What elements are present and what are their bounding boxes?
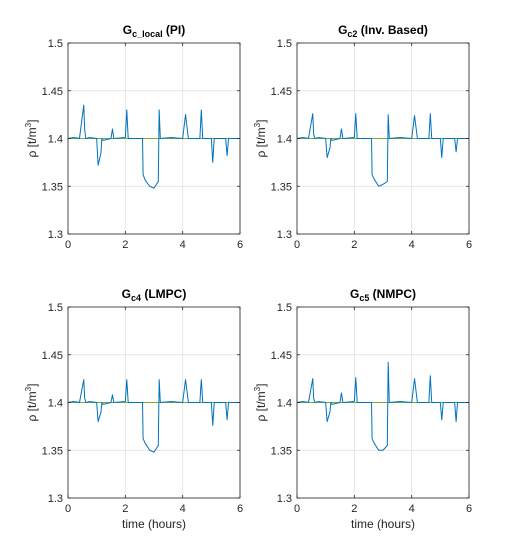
density-line (296, 361, 469, 451)
x-axis-label: time (hours) (122, 517, 186, 531)
subplot-4: 0 2 4 6 1.3 1.35 1.4 1.45 1.5 Gc5 (NMPC) ρ [t/m3] t… (253, 287, 472, 531)
x-tick-label: 6 (466, 503, 472, 515)
subplot-3: 0 2 4 6 1.3 1.35 1.4 1.45 1.5 Gc4 (LMPC) ρ [t/m3] t… (24, 287, 243, 531)
x-tick-label: 6 (237, 239, 243, 251)
y-tick-label: 1.5 (48, 302, 63, 314)
density-line (296, 113, 469, 187)
subplot-title: Gc4 (LMPC) (122, 287, 187, 303)
y-tick-label: 1.5 (48, 38, 63, 50)
y-axis-label: ρ [t/m3] (24, 384, 39, 422)
x-tick-label: 2 (122, 503, 128, 515)
y-tick-label: 1.35 (42, 445, 63, 457)
y-tick-label: 1.4 (48, 134, 63, 146)
y-tick-label: 1.45 (271, 350, 292, 362)
y-tick-label: 1.35 (42, 181, 63, 193)
subplot-2: 0 2 4 6 1.3 1.35 1.4 1.45 1.5 Gc2 (Inv. Based) ρ [… (253, 23, 472, 251)
x-tick-label: 0 (65, 503, 71, 515)
y-tick-label: 1.45 (42, 86, 63, 98)
y-tick-label: 1.3 (277, 493, 292, 505)
x-tick-label: 2 (122, 239, 128, 251)
y-tick-label: 1.3 (48, 493, 63, 505)
x-axis-label: time (hours) (351, 517, 415, 531)
y-tick-label: 1.45 (42, 350, 63, 362)
x-tick-label: 2 (351, 239, 357, 251)
x-tick-label: 4 (180, 239, 186, 251)
y-tick-label: 1.5 (277, 38, 292, 50)
x-tick-label: 6 (237, 503, 243, 515)
x-tick-label: 6 (466, 239, 472, 251)
y-axis-label: ρ [t/m3] (24, 120, 39, 158)
x-tick-label: 0 (294, 503, 300, 515)
y-tick-label: 1.3 (48, 229, 63, 241)
y-tick-label: 1.4 (277, 398, 292, 410)
y-tick-label: 1.4 (48, 398, 63, 410)
subplot-title: Gc5 (NMPC) (350, 287, 416, 303)
y-tick-label: 1.4 (277, 134, 292, 146)
subplot-1: 0 2 4 6 1.3 1.35 1.4 1.45 1.5 Gc_local (PI) ρ [t/m… (24, 23, 243, 251)
subplot-title: Gc2 (Inv. Based) (338, 23, 428, 39)
subplot-title: Gc_local (PI) (123, 23, 186, 39)
y-axis-label: ρ [t/m3] (253, 120, 268, 158)
y-tick-label: 1.35 (271, 181, 292, 193)
y-axis-label: ρ [t/m3] (253, 384, 268, 422)
density-line (67, 379, 240, 453)
x-tick-label: 4 (180, 503, 186, 515)
x-tick-label: 4 (409, 503, 415, 515)
y-tick-label: 1.35 (271, 445, 292, 457)
y-tick-label: 1.45 (271, 86, 292, 98)
x-tick-label: 4 (409, 239, 415, 251)
x-tick-label: 0 (65, 239, 71, 251)
density-line (67, 104, 240, 189)
y-tick-label: 1.5 (277, 302, 292, 314)
y-tick-label: 1.3 (277, 229, 292, 241)
x-tick-label: 2 (351, 503, 357, 515)
x-tick-label: 0 (294, 239, 300, 251)
